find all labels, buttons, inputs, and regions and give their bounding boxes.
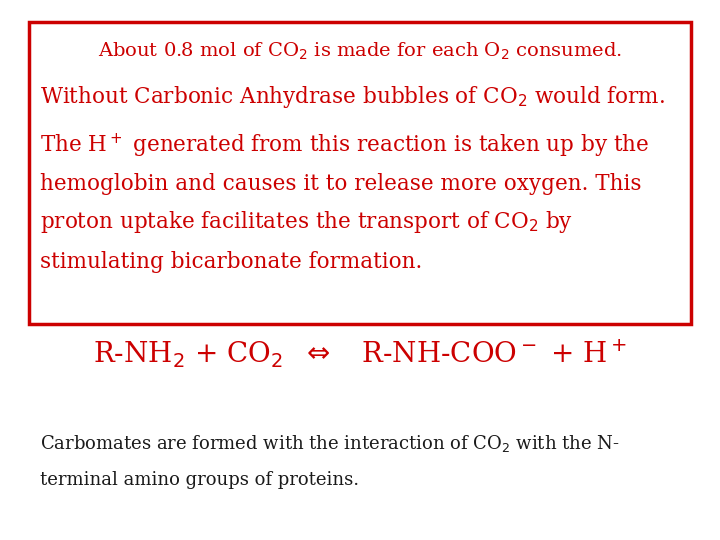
Text: About 0.8 mol of CO$_2$ is made for each O$_2$ consumed.: About 0.8 mol of CO$_2$ is made for each… [98, 40, 622, 62]
Text: terminal amino groups of proteins.: terminal amino groups of proteins. [40, 470, 359, 489]
Text: The H$^+$ generated from this reaction is taken up by the: The H$^+$ generated from this reaction i… [40, 132, 649, 160]
Text: proton uptake facilitates the transport of CO$_2$ by: proton uptake facilitates the transport … [40, 210, 572, 235]
FancyBboxPatch shape [29, 22, 691, 324]
Text: R-NH$_2$ + CO$_2$  $\Leftrightarrow$   R-NH-COO$^-$ + H$^+$: R-NH$_2$ + CO$_2$ $\Leftrightarrow$ R-NH… [93, 338, 627, 370]
Text: Carbomates are formed with the interaction of CO$_2$ with the N-: Carbomates are formed with the interacti… [40, 434, 619, 454]
Text: Without Carbonic Anhydrase bubbles of CO$_2$ would form.: Without Carbonic Anhydrase bubbles of CO… [40, 84, 665, 110]
Text: stimulating bicarbonate formation.: stimulating bicarbonate formation. [40, 251, 422, 273]
Text: hemoglobin and causes it to release more oxygen. This: hemoglobin and causes it to release more… [40, 173, 641, 194]
